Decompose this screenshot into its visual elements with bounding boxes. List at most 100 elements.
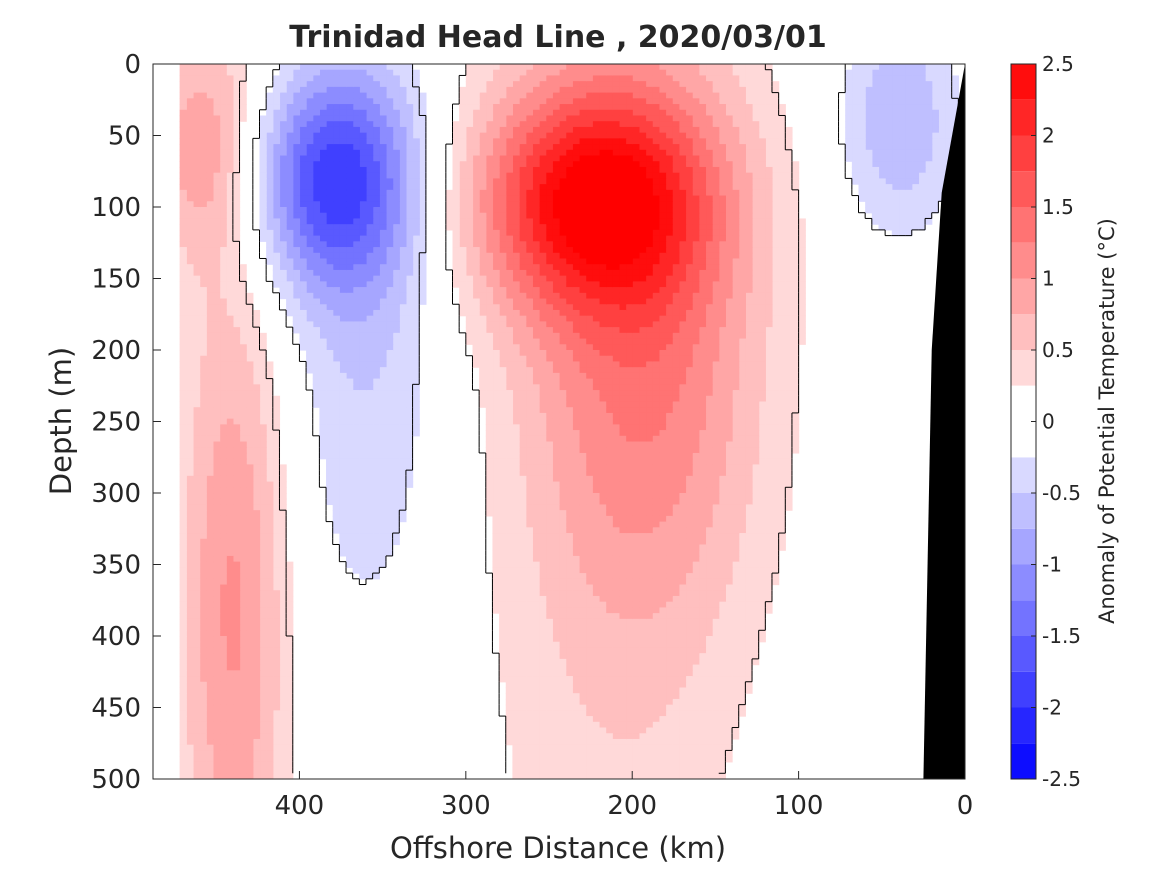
field-cell — [565, 350, 573, 357]
field-cell — [652, 636, 660, 643]
field-cell — [891, 166, 900, 174]
field-cell — [559, 166, 567, 174]
field-cell — [625, 744, 633, 751]
field-cell — [592, 412, 600, 420]
field-cell — [658, 658, 667, 666]
field-cell — [771, 338, 780, 345]
field-cell — [605, 298, 613, 305]
field-cell — [771, 121, 780, 128]
field-cell — [712, 247, 720, 254]
field-cell — [672, 430, 680, 437]
field-cell — [578, 218, 587, 225]
field-cell — [625, 641, 633, 649]
field-cell — [612, 550, 620, 557]
field-cell — [698, 716, 707, 723]
field-cell — [605, 515, 613, 523]
field-cell — [578, 493, 587, 500]
field-cell — [951, 104, 959, 111]
field-cell — [672, 716, 680, 723]
field-cell — [572, 578, 580, 586]
field-cell — [785, 355, 793, 363]
field-cell — [718, 573, 726, 580]
field-cell — [638, 710, 647, 717]
field-cell — [771, 533, 780, 540]
field-cell — [718, 98, 726, 105]
field-cell — [771, 578, 780, 586]
field-cell — [565, 756, 573, 763]
field-cell — [878, 218, 886, 225]
field-cell — [678, 64, 687, 71]
field-cell — [605, 332, 613, 340]
field-cell — [692, 647, 700, 654]
field-cell — [698, 115, 707, 122]
field-cell — [718, 384, 726, 391]
field-cell — [718, 761, 726, 769]
field-cell — [898, 92, 906, 99]
field-cell — [698, 601, 707, 608]
field-cell — [898, 81, 906, 88]
field-cell — [552, 332, 560, 340]
field-cell — [565, 218, 573, 225]
field-cell — [672, 584, 680, 591]
field-cell — [578, 538, 587, 546]
field-cell — [645, 275, 653, 282]
field-cell — [612, 710, 620, 717]
field-cell — [618, 510, 627, 517]
field-cell — [785, 447, 793, 454]
field-cell — [585, 247, 593, 254]
field-cell — [791, 189, 800, 197]
field-cell — [559, 676, 567, 683]
field-cell — [712, 670, 720, 677]
field-cell — [632, 395, 640, 403]
field-cell — [585, 98, 593, 105]
field-cell — [605, 252, 613, 260]
field-cell — [598, 407, 607, 414]
field-cell — [705, 212, 713, 220]
field-cell — [931, 126, 939, 134]
field-cell — [665, 607, 673, 614]
field-cell — [885, 149, 893, 157]
field-cell — [572, 595, 580, 603]
field-cell — [712, 773, 720, 779]
field-cell — [665, 441, 673, 448]
field-cell — [559, 264, 567, 271]
field-cell — [732, 161, 740, 168]
field-cell — [845, 81, 853, 88]
field-cell — [705, 636, 713, 643]
field-cell — [738, 676, 746, 683]
field-cell — [552, 756, 560, 763]
field-cell — [865, 92, 873, 99]
field-cell — [652, 527, 660, 534]
field-cell — [545, 338, 553, 345]
field-cell — [585, 676, 593, 683]
field-cell — [559, 126, 567, 134]
field-cell — [559, 229, 567, 237]
field-cell — [705, 510, 713, 517]
field-cell — [738, 115, 746, 122]
field-cell — [618, 653, 627, 660]
field-cell — [911, 218, 920, 225]
field-cell — [665, 567, 673, 574]
field-cell — [598, 418, 607, 425]
field-cell — [692, 75, 700, 82]
field-cell — [778, 361, 786, 368]
field-cell — [552, 235, 560, 242]
field-cell — [545, 258, 553, 265]
field-cell — [665, 292, 673, 300]
field-cell — [632, 613, 640, 620]
field-cell — [578, 138, 587, 145]
field-cell — [632, 664, 640, 671]
field-cell — [552, 698, 560, 706]
field-cell — [545, 126, 553, 134]
field-cell — [911, 172, 920, 179]
field-cell — [612, 630, 620, 637]
field-cell — [652, 487, 660, 494]
field-cell — [718, 435, 726, 443]
field-cell — [598, 138, 607, 145]
field-cell — [618, 515, 627, 523]
field-cell — [758, 550, 766, 557]
field-cell — [885, 224, 893, 231]
field-cell — [632, 510, 640, 517]
field-cell — [598, 178, 607, 185]
